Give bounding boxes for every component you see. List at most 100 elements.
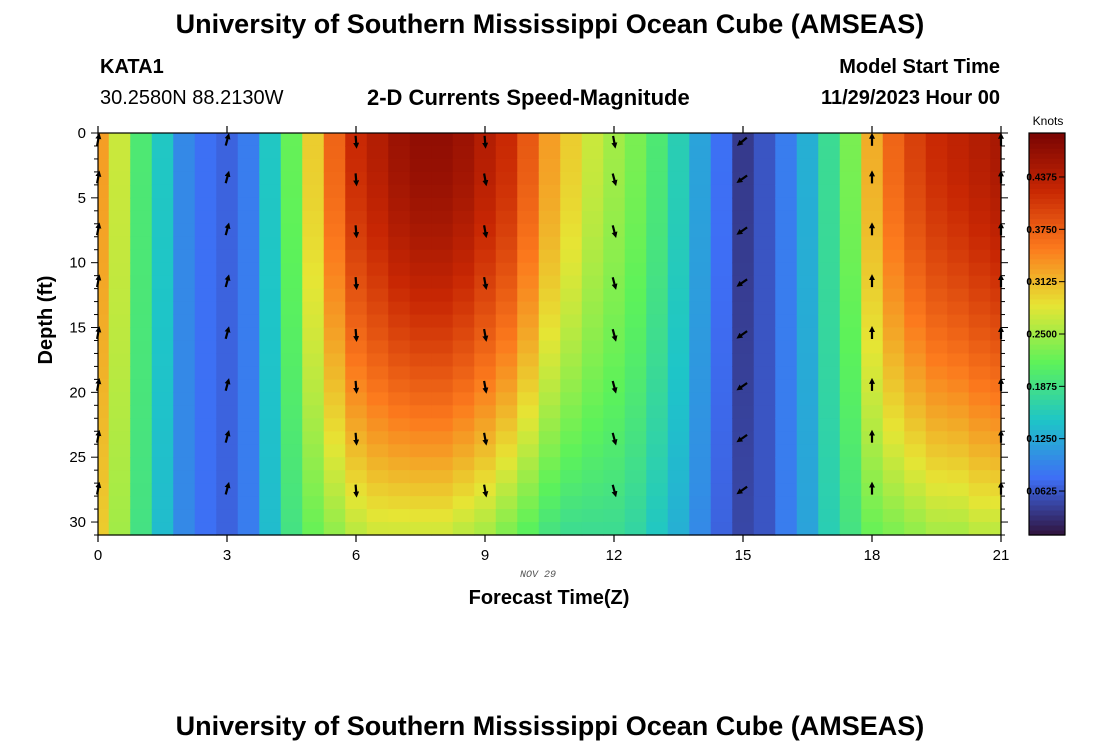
heatmap-cell bbox=[517, 405, 540, 419]
current-vector bbox=[736, 330, 748, 339]
heatmap-cell bbox=[452, 171, 475, 186]
heatmap-cell bbox=[947, 366, 970, 380]
heatmap-cell bbox=[280, 223, 303, 238]
heatmap-cell bbox=[904, 184, 927, 199]
heatmap-cell bbox=[130, 353, 153, 368]
current-vector bbox=[611, 484, 618, 498]
heatmap-cell bbox=[581, 133, 604, 147]
heatmap-cell bbox=[345, 405, 368, 419]
heatmap-cell bbox=[388, 483, 411, 497]
heatmap-cell bbox=[753, 366, 776, 380]
heatmap-cell bbox=[345, 236, 368, 251]
heatmap-cell bbox=[495, 366, 518, 380]
heatmap-cell bbox=[173, 327, 196, 342]
heatmap-cell bbox=[194, 509, 217, 523]
heatmap-cell bbox=[861, 301, 884, 316]
heatmap-cell bbox=[947, 223, 970, 238]
heatmap-cell bbox=[667, 483, 690, 497]
heatmap-cell bbox=[689, 262, 712, 277]
heatmap-cell bbox=[108, 340, 131, 355]
heatmap-cell bbox=[495, 275, 518, 290]
heatmap-cell bbox=[710, 249, 733, 264]
heatmap-cell bbox=[409, 483, 432, 497]
heatmap-cell bbox=[259, 392, 282, 406]
heatmap-cell bbox=[98, 158, 110, 173]
heatmap-cell bbox=[151, 197, 174, 212]
heatmap-cell bbox=[474, 340, 497, 355]
heatmap-cell bbox=[302, 444, 325, 458]
heatmap-cell bbox=[538, 262, 561, 277]
colorbar-segment bbox=[1029, 394, 1065, 400]
heatmap-cell bbox=[366, 184, 389, 199]
colorbar-segment bbox=[1029, 519, 1065, 526]
heatmap-cell bbox=[667, 223, 690, 238]
heatmap-cell bbox=[474, 184, 497, 199]
current-vector bbox=[736, 382, 748, 391]
heatmap-cell bbox=[839, 483, 862, 497]
heatmap-cell bbox=[753, 236, 776, 251]
heatmap-cell bbox=[968, 145, 991, 160]
heatmap-cell bbox=[646, 171, 669, 186]
heatmap-cell bbox=[818, 509, 841, 523]
heatmap-cell bbox=[882, 457, 905, 471]
heatmap-cell bbox=[990, 379, 1002, 393]
heatmap-cell bbox=[925, 301, 948, 316]
heatmap-cell bbox=[366, 405, 389, 419]
heatmap-cell bbox=[646, 431, 669, 445]
heatmap-cell bbox=[775, 366, 798, 380]
heatmap-cell bbox=[98, 275, 110, 290]
heatmap-cell bbox=[796, 210, 819, 225]
heatmap-cell bbox=[151, 457, 174, 471]
heatmap-cell bbox=[796, 457, 819, 471]
heatmap-cell bbox=[538, 236, 561, 251]
colorbar-segment bbox=[1029, 328, 1065, 335]
heatmap-cell bbox=[581, 184, 604, 199]
heatmap-cell bbox=[366, 353, 389, 368]
heatmap-cell bbox=[968, 262, 991, 277]
heatmap-cell bbox=[839, 392, 862, 406]
heatmap-cell bbox=[216, 301, 239, 316]
heatmap-cell bbox=[409, 418, 432, 432]
heatmap-cell bbox=[603, 158, 626, 173]
heatmap-cell bbox=[409, 444, 432, 458]
heatmap-cell bbox=[560, 197, 583, 212]
heatmap-cell bbox=[474, 145, 497, 160]
heatmap-cell bbox=[452, 496, 475, 510]
heatmap-cell bbox=[818, 392, 841, 406]
heatmap-cell bbox=[947, 457, 970, 471]
heatmap-cell bbox=[366, 418, 389, 432]
heatmap-cell bbox=[345, 509, 368, 523]
colorbar-segment bbox=[1029, 414, 1065, 421]
x-tick-label: 21 bbox=[993, 547, 1010, 564]
current-vector bbox=[224, 170, 231, 184]
heatmap-cell bbox=[689, 366, 712, 380]
heatmap-cell bbox=[538, 249, 561, 264]
heatmap-cell bbox=[151, 133, 174, 147]
current-vector bbox=[353, 432, 360, 446]
x-tick-label: 0 bbox=[94, 547, 102, 564]
heatmap-cell bbox=[581, 171, 604, 186]
colorbar-segment bbox=[1029, 349, 1065, 355]
heatmap-cell bbox=[130, 184, 153, 199]
heatmap-cell bbox=[517, 392, 540, 406]
heatmap-cell bbox=[968, 210, 991, 225]
heatmap-cell bbox=[216, 418, 239, 432]
heatmap-cell bbox=[861, 249, 884, 264]
heatmap-cell bbox=[581, 509, 604, 523]
heatmap-cell bbox=[882, 327, 905, 342]
heatmap-cell bbox=[775, 236, 798, 251]
heatmap-cell bbox=[259, 275, 282, 290]
heatmap-cell bbox=[882, 418, 905, 432]
heatmap-cell bbox=[431, 444, 454, 458]
heatmap-cell bbox=[603, 392, 626, 406]
heatmap-cell bbox=[839, 418, 862, 432]
heatmap-cell bbox=[98, 184, 110, 199]
colorbar-segment bbox=[1029, 278, 1065, 285]
heatmap-cell bbox=[904, 353, 927, 368]
heatmap-cell bbox=[130, 133, 153, 147]
heatmap-cell bbox=[452, 262, 475, 277]
heatmap-cell bbox=[538, 275, 561, 290]
heatmap-cell bbox=[237, 340, 260, 355]
heatmap-cell bbox=[259, 522, 282, 536]
footer-title: University of Southern Mississippi Ocean… bbox=[175, 711, 925, 741]
